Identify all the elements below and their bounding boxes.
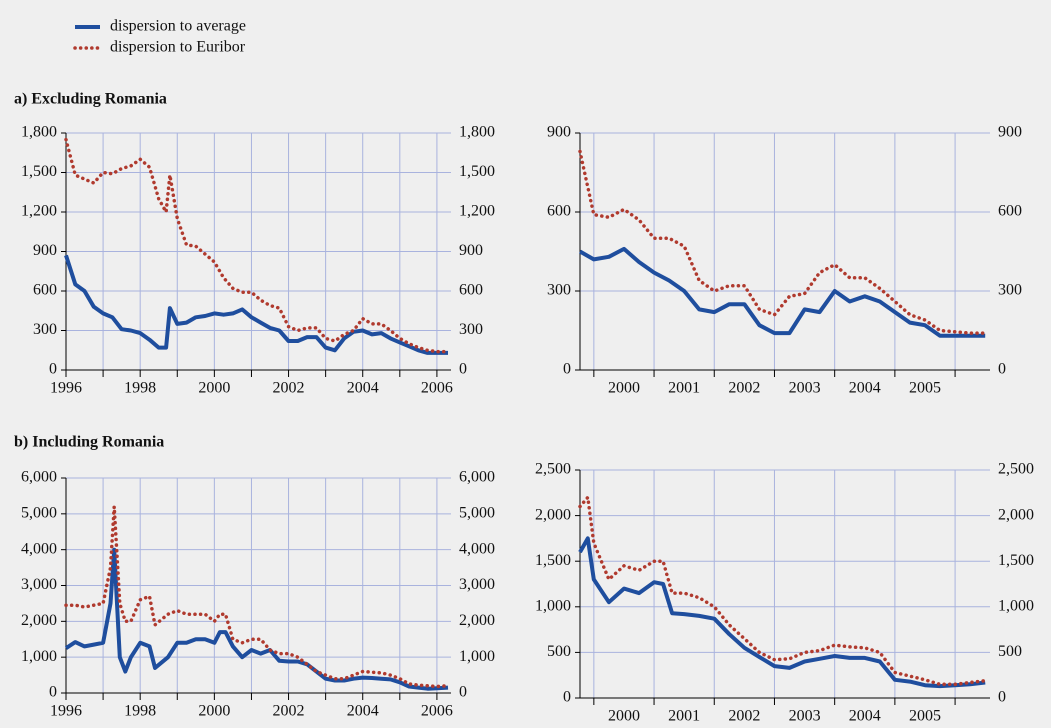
- x-tick-label: 2002: [728, 380, 760, 397]
- panel-title: a) Excluding Romania: [14, 91, 167, 108]
- y2-tick-label: 3,000: [459, 576, 495, 593]
- x-tick-label: 2004: [849, 380, 881, 397]
- series-line: [64, 547, 449, 691]
- y2-tick-label: 2,000: [459, 612, 495, 629]
- y-tick-label: 3,000: [21, 576, 57, 593]
- y2-tick-label: 600: [459, 282, 483, 299]
- y-tick-label: 0: [563, 361, 571, 378]
- legend-label: dispersion to Euribor: [110, 39, 246, 56]
- y2-tick-label: 0: [459, 361, 467, 378]
- x-tick-label: 2002: [273, 703, 305, 720]
- y2-tick-label: 0: [998, 689, 1006, 706]
- y-tick-label: 2,500: [535, 461, 571, 478]
- y2-tick-label: 1,000: [459, 648, 495, 665]
- series-line: [64, 254, 448, 355]
- x-tick-label: 2003: [789, 380, 821, 397]
- y-tick-label: 300: [547, 282, 571, 299]
- x-tick-label: 2005: [909, 380, 941, 397]
- y2-tick-label: 1,500: [998, 552, 1034, 569]
- x-tick-label: 2001: [668, 380, 700, 397]
- x-tick-label: 2000: [198, 703, 230, 720]
- y2-tick-label: 5,000: [459, 505, 495, 522]
- y-tick-label: 6,000: [21, 469, 57, 486]
- x-tick-label: 2000: [608, 708, 640, 725]
- y2-tick-label: 900: [998, 124, 1022, 141]
- series-line: [64, 506, 450, 689]
- y2-tick-label: 1,200: [459, 203, 495, 220]
- y2-tick-label: 0: [459, 684, 467, 701]
- y-tick-label: 900: [33, 242, 57, 259]
- x-tick-label: 2006: [421, 380, 453, 397]
- y2-tick-label: 2,500: [998, 461, 1034, 478]
- y2-tick-label: 900: [459, 242, 483, 259]
- y-tick-label: 1,500: [21, 163, 57, 180]
- y2-tick-label: 6,000: [459, 469, 495, 486]
- x-tick-label: 2000: [608, 380, 640, 397]
- y2-tick-label: 4,000: [459, 540, 495, 557]
- x-tick-label: 1998: [124, 703, 156, 720]
- y-tick-label: 5,000: [21, 505, 57, 522]
- y-tick-label: 0: [563, 689, 571, 706]
- x-tick-label: 1996: [50, 380, 82, 397]
- series-line: [578, 149, 987, 335]
- y2-tick-label: 500: [998, 643, 1022, 660]
- series-line: [579, 246, 986, 338]
- x-tick-label: 2001: [668, 708, 700, 725]
- x-tick-label: 2004: [347, 380, 379, 397]
- y-tick-label: 0: [49, 361, 57, 378]
- y-tick-label: 300: [33, 321, 57, 338]
- x-tick-label: 2006: [421, 703, 453, 720]
- y-tick-label: 2,000: [535, 506, 571, 523]
- y-tick-label: 1,500: [535, 552, 571, 569]
- x-tick-label: 2000: [198, 380, 230, 397]
- y2-tick-label: 1,500: [459, 163, 495, 180]
- y2-tick-label: 600: [998, 203, 1022, 220]
- panel-title: b) Including Romania: [14, 434, 164, 451]
- x-tick-label: 1998: [124, 380, 156, 397]
- y-tick-label: 0: [49, 684, 57, 701]
- y2-tick-label: 0: [998, 361, 1006, 378]
- y-tick-label: 1,000: [21, 648, 57, 665]
- x-tick-label: 2002: [728, 708, 760, 725]
- x-tick-label: 2004: [849, 708, 881, 725]
- y-tick-label: 900: [547, 124, 571, 141]
- y-tick-label: 1,800: [21, 124, 57, 141]
- y-tick-label: 600: [547, 203, 571, 220]
- series-line: [578, 493, 987, 687]
- y2-tick-label: 300: [998, 282, 1022, 299]
- y2-tick-label: 1,000: [998, 597, 1034, 614]
- y-tick-label: 500: [547, 643, 571, 660]
- y2-tick-label: 2,000: [998, 506, 1034, 523]
- y-tick-label: 600: [33, 282, 57, 299]
- x-tick-label: 2003: [789, 708, 821, 725]
- series-line: [64, 137, 450, 354]
- x-tick-label: 2005: [909, 708, 941, 725]
- x-tick-label: 2002: [273, 380, 305, 397]
- y-tick-label: 1,200: [21, 203, 57, 220]
- y-tick-label: 4,000: [21, 540, 57, 557]
- y2-tick-label: 1,800: [459, 124, 495, 141]
- x-tick-label: 2004: [347, 703, 379, 720]
- y-tick-label: 2,000: [21, 612, 57, 629]
- series-line: [578, 536, 986, 689]
- legend-label: dispersion to average: [110, 18, 246, 35]
- y-tick-label: 1,000: [535, 597, 571, 614]
- x-tick-label: 1996: [50, 703, 82, 720]
- y2-tick-label: 300: [459, 321, 483, 338]
